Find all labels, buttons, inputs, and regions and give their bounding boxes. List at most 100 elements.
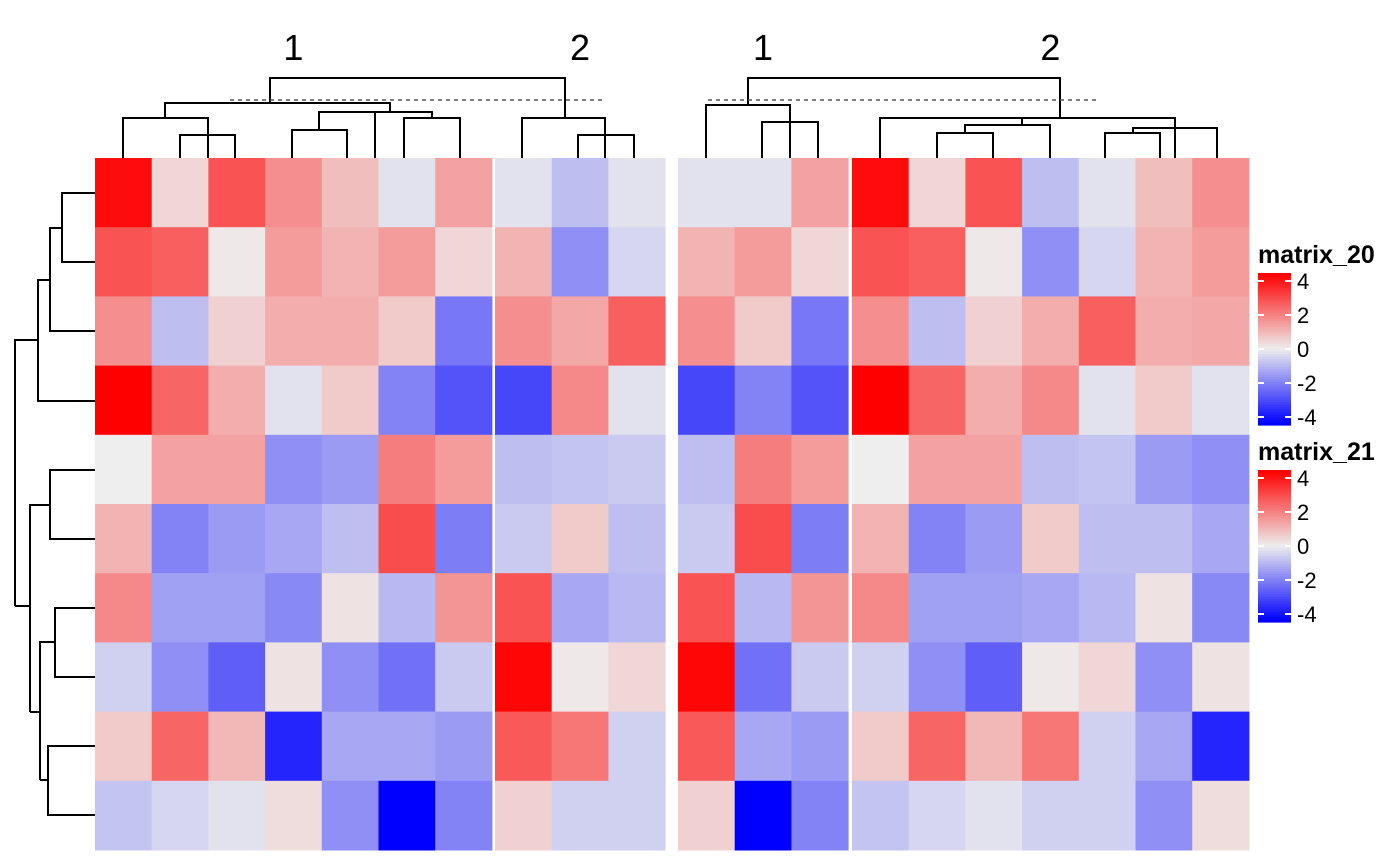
legend-swatch bbox=[1258, 571, 1291, 575]
legend-swatch bbox=[1258, 599, 1291, 603]
matrix_20-cell-r2-c3 bbox=[208, 227, 266, 297]
legend-swatch bbox=[1258, 364, 1291, 368]
matrix_21-cell-r7-c10 bbox=[1192, 573, 1250, 643]
matrix_20-cell-r2-c4 bbox=[265, 227, 323, 297]
matrix_20-cell-r7-c2 bbox=[151, 573, 209, 643]
matrix_21-cell-r4-c3 bbox=[791, 365, 849, 436]
matrix_21-cell-r1-c4 bbox=[852, 158, 910, 228]
matrix_21-cell-r1-c5 bbox=[908, 158, 966, 228]
matrix_20-cell-r7-c1 bbox=[95, 573, 153, 643]
legend-swatch bbox=[1258, 331, 1291, 335]
matrix_20-cell-r8-c4 bbox=[265, 642, 323, 713]
matrix_20-cell-r8-c10 bbox=[608, 642, 666, 713]
legend-swatch bbox=[1258, 323, 1291, 327]
matrix_20-cell-r3-c7 bbox=[435, 296, 493, 367]
matrix_21-cell-r3-c6 bbox=[965, 296, 1023, 367]
matrix_21-cell-r2-c1 bbox=[678, 227, 736, 297]
matrix_20-cell-r5-c1 bbox=[95, 434, 153, 505]
legend-tick-label: -4 bbox=[1297, 405, 1317, 430]
legend-swatch bbox=[1258, 589, 1291, 593]
matrix_20-cell-r6-c4 bbox=[265, 504, 323, 574]
m21-col-dendro-root bbox=[747, 77, 1061, 118]
matrix_20-cell-r1-c5 bbox=[321, 158, 379, 228]
legend-swatch bbox=[1258, 556, 1291, 560]
matrix_21-cell-r6-c7 bbox=[1022, 504, 1080, 574]
legend-swatch bbox=[1258, 523, 1291, 527]
legend-swatch bbox=[1258, 283, 1291, 287]
matrix_21-cell-r5-c3 bbox=[791, 434, 849, 505]
matrix_20-cell-r5-c8 bbox=[495, 434, 553, 505]
matrix_21-cell-r7-c6 bbox=[965, 573, 1023, 643]
matrix_20-cell-r9-c4 bbox=[265, 711, 323, 782]
matrix_20-cell-r2-c1 bbox=[95, 227, 153, 297]
matrix_21-cell-r2-c3 bbox=[791, 227, 849, 297]
matrix_20-cell-r10-c9 bbox=[551, 780, 609, 851]
matrix_21-cell-r3-c2 bbox=[734, 296, 792, 367]
legend-swatch bbox=[1258, 374, 1291, 378]
matrix_21-cell-r8-c1 bbox=[678, 642, 736, 713]
matrix_20-cell-r1-c9 bbox=[551, 158, 609, 228]
legend-swatch bbox=[1258, 596, 1291, 600]
matrix_20-split-label-1: 1 bbox=[283, 27, 303, 68]
legend-swatch bbox=[1258, 563, 1291, 567]
matrix_21-cell-r7-c5 bbox=[908, 573, 966, 643]
legend-swatch bbox=[1258, 293, 1291, 297]
matrix_20-cell-r2-c10 bbox=[608, 227, 666, 297]
matrix_21-cell-r8-c8 bbox=[1078, 642, 1136, 713]
legend-tick-label: 0 bbox=[1297, 337, 1309, 362]
m21-col-dendro-left bbox=[705, 104, 819, 158]
legend-swatch bbox=[1258, 290, 1291, 294]
legend-swatch bbox=[1258, 543, 1291, 547]
legend-tick-label: 2 bbox=[1297, 500, 1309, 525]
legend-swatch bbox=[1258, 313, 1291, 317]
matrix_21-cell-r10-c7 bbox=[1022, 780, 1080, 851]
legend-swatch bbox=[1258, 397, 1291, 401]
legend-swatch bbox=[1258, 273, 1291, 277]
matrix_21-cell-r6-c6 bbox=[965, 504, 1023, 574]
m21-col-dendro-right-b bbox=[1104, 118, 1218, 158]
matrix_20-cell-r4-c2 bbox=[151, 365, 209, 436]
legend-swatch bbox=[1258, 520, 1291, 524]
legend-swatch bbox=[1258, 586, 1291, 590]
legend-swatch bbox=[1258, 379, 1291, 383]
legend-swatch bbox=[1258, 505, 1291, 509]
legend-swatch bbox=[1258, 394, 1291, 398]
row-dendro-top bbox=[14, 192, 95, 606]
legend-swatch bbox=[1258, 558, 1291, 562]
matrix_21-cell-r10-c8 bbox=[1078, 780, 1136, 851]
matrix_21-cell-r2-c4 bbox=[852, 227, 910, 297]
matrix_20-cell-r1-c2 bbox=[151, 158, 209, 228]
matrix_20-cell-r2-c2 bbox=[151, 227, 209, 297]
legend-swatch bbox=[1258, 412, 1291, 416]
matrix_20-cell-r2-c8 bbox=[495, 227, 553, 297]
legend-swatch bbox=[1258, 278, 1291, 282]
legend-swatch bbox=[1258, 356, 1291, 360]
matrix_20-cell-r8-c8 bbox=[495, 642, 553, 713]
matrix_20-cell-r10-c8 bbox=[495, 780, 553, 851]
matrix_20-cell-r6-c5 bbox=[321, 504, 379, 574]
matrix_21-cell-r6-c10 bbox=[1192, 504, 1250, 574]
legend-swatch bbox=[1258, 500, 1291, 504]
legend-swatch bbox=[1258, 487, 1291, 491]
legend-swatch bbox=[1258, 303, 1291, 307]
matrix_20-cell-r7-c10 bbox=[608, 573, 666, 643]
matrix_21-cell-r10-c10 bbox=[1192, 780, 1250, 851]
matrix_21-cell-r2-c7 bbox=[1022, 227, 1080, 297]
matrix_20-cell-r8-c6 bbox=[378, 642, 436, 713]
legend-swatch bbox=[1258, 414, 1291, 418]
matrix_20-cell-r7-c5 bbox=[321, 573, 379, 643]
matrix_21-cell-r1-c9 bbox=[1135, 158, 1193, 228]
legend-swatch bbox=[1258, 351, 1291, 355]
legend-swatch bbox=[1258, 407, 1291, 411]
legend-title-matrix_20: matrix_20 bbox=[1258, 241, 1375, 269]
legend-swatch bbox=[1258, 581, 1291, 585]
matrix_20-cell-r1-c1 bbox=[95, 158, 153, 228]
legend-swatch bbox=[1258, 490, 1291, 494]
legend-swatch bbox=[1258, 336, 1291, 340]
matrix_20-cell-r8-c7 bbox=[435, 642, 493, 713]
matrix_21-cell-r6-c4 bbox=[852, 504, 910, 574]
matrix_21-cell-r5-c9 bbox=[1135, 434, 1193, 505]
legend-swatch bbox=[1258, 366, 1291, 370]
matrix_21-cell-r8-c5 bbox=[908, 642, 966, 713]
